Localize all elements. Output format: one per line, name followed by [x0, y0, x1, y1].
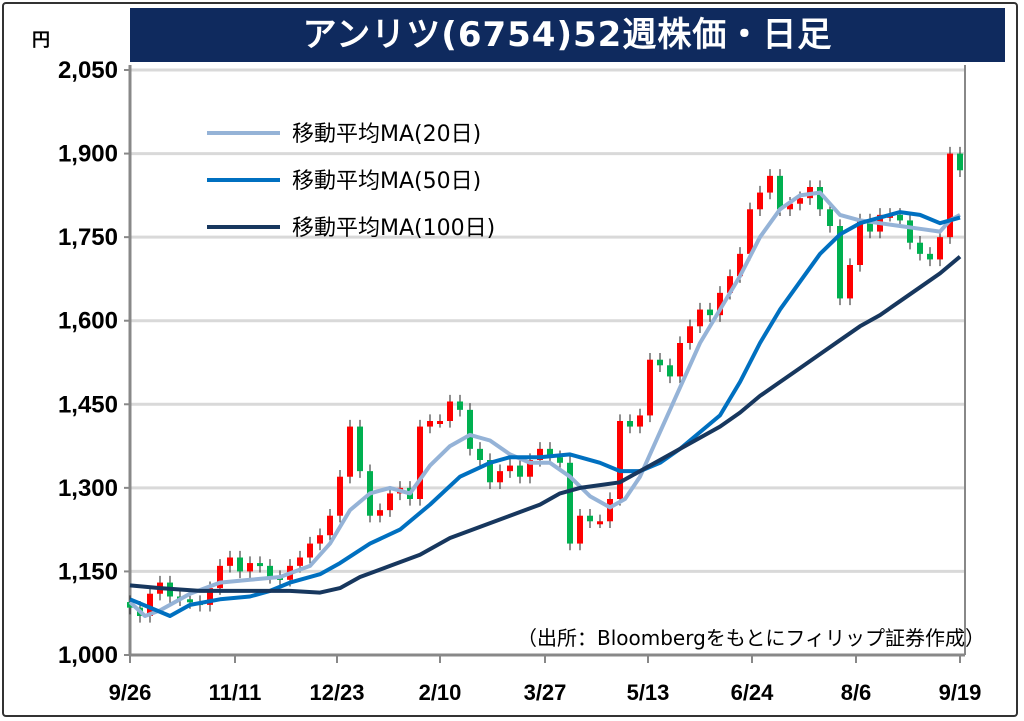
y-axis-unit: 円	[32, 30, 50, 51]
candle	[897, 214, 903, 221]
chart-title: アンリツ(6754)52週株価・日足	[130, 8, 1005, 62]
candle	[537, 448, 543, 460]
y-tick-label: 1,300	[58, 475, 118, 502]
candle	[867, 220, 873, 232]
candle	[307, 543, 313, 558]
ma-line-50	[129, 210, 961, 618]
candle	[417, 426, 423, 499]
candle	[507, 465, 513, 472]
candle	[527, 460, 533, 477]
candle	[557, 457, 563, 463]
candle	[237, 557, 243, 572]
y-tick-label: 1,000	[58, 642, 118, 669]
candle	[257, 563, 263, 567]
candle	[377, 510, 383, 516]
candle	[457, 401, 463, 410]
candle	[147, 593, 153, 616]
y-tick-label: 1,450	[58, 391, 118, 418]
legend-label: 移動平均MA(100日)	[292, 216, 495, 241]
candle	[477, 448, 483, 460]
x-tick-label: 5/13	[627, 680, 670, 705]
candle	[847, 265, 853, 299]
candle	[657, 359, 663, 366]
candle	[827, 209, 833, 226]
candle	[937, 237, 943, 260]
candle	[687, 326, 693, 343]
candle	[637, 415, 643, 427]
candle	[187, 599, 193, 603]
legend-label: 移動平均MA(50日)	[292, 169, 481, 194]
y-tick-label: 1,750	[58, 224, 118, 251]
candle	[267, 565, 273, 577]
x-tick-label: 6/24	[731, 680, 775, 705]
candle	[247, 563, 253, 572]
candle	[427, 421, 433, 427]
candle	[757, 192, 763, 210]
candle	[577, 515, 583, 544]
candle	[337, 476, 343, 516]
y-tick-label: 2,050	[58, 57, 118, 84]
y-tick-label: 1,900	[58, 141, 118, 168]
candle	[607, 499, 613, 522]
candle	[587, 515, 593, 522]
candle	[517, 465, 523, 477]
candle	[217, 565, 223, 589]
candle	[927, 253, 933, 260]
candle	[357, 426, 363, 472]
x-tick-label: 9/26	[109, 680, 152, 705]
candle	[227, 557, 233, 566]
candle	[447, 401, 453, 421]
candle	[567, 462, 573, 544]
candle	[317, 535, 323, 544]
candle	[837, 226, 843, 299]
x-tick-label: 12/23	[309, 680, 364, 705]
legend-label: 移動平均MA(20日)	[292, 122, 481, 147]
x-tick-label: 9/19	[939, 680, 982, 705]
candle	[297, 557, 303, 566]
candle	[957, 153, 963, 171]
candle	[597, 521, 603, 525]
x-tick-label: 8/6	[841, 680, 872, 705]
candle	[737, 253, 743, 277]
ma-line-100	[129, 255, 962, 595]
candle	[947, 153, 953, 238]
candle	[797, 198, 803, 204]
candle	[697, 309, 703, 327]
candle	[707, 309, 713, 316]
candle	[617, 421, 623, 499]
x-tick-label: 2/10	[419, 680, 462, 705]
candle	[857, 220, 863, 265]
y-tick-label: 1,600	[58, 308, 118, 335]
candle	[127, 602, 133, 608]
candle	[767, 175, 773, 193]
candle	[817, 187, 823, 210]
candle	[747, 209, 753, 254]
y-tick-label: 1,150	[58, 558, 118, 585]
candle	[917, 242, 923, 254]
x-tick-label: 3/27	[524, 680, 567, 705]
candle	[677, 343, 683, 377]
candle	[627, 421, 633, 427]
candle	[787, 203, 793, 210]
source-note: （出所：Bloombergをもとにフィリップ証券作成）	[517, 626, 985, 650]
candle	[547, 448, 553, 458]
candle	[207, 588, 213, 605]
candle	[387, 493, 393, 511]
candle	[467, 409, 473, 449]
candle	[907, 220, 913, 243]
x-tick-label: 11/11	[209, 680, 262, 705]
candle	[667, 365, 673, 377]
candle	[647, 359, 653, 416]
candle	[327, 515, 333, 536]
candle	[717, 292, 723, 316]
candle	[347, 426, 353, 477]
candle	[437, 421, 443, 424]
candle	[777, 175, 783, 210]
candle	[727, 276, 733, 293]
candle	[497, 471, 503, 483]
candle	[487, 460, 493, 483]
